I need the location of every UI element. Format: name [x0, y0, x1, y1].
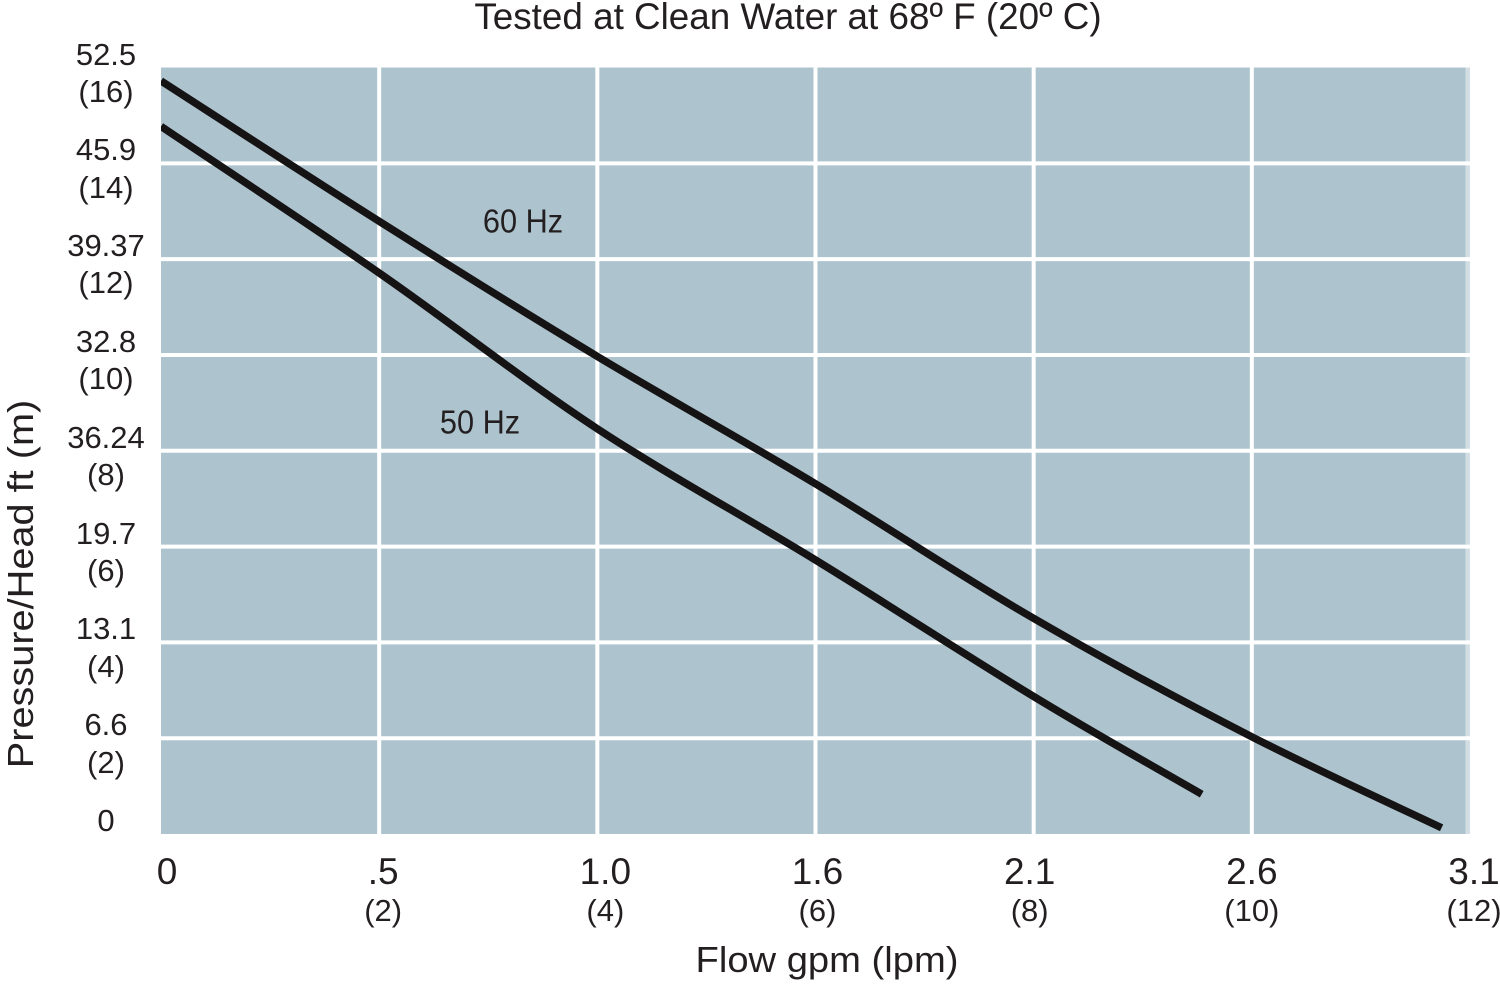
x-tick-lpm-value: (6) [798, 892, 837, 928]
y-tick-label: 52.5 (16) [26, 36, 186, 112]
y-tick-ft-value: 19.7 [75, 515, 137, 551]
x-tick-gpm-value: 0 [156, 851, 178, 893]
y-tick-ft-value: 45.9 [75, 132, 137, 168]
gridlines [161, 67, 1470, 834]
y-tick-m-value: (12) [78, 265, 134, 301]
x-tick-label: 2.1 (8) [950, 852, 1110, 932]
plot-right-edge-fade [1465, 67, 1470, 834]
y-tick-label: 45.9 (14) [26, 131, 186, 207]
y-tick-m-value: (8) [87, 457, 125, 493]
y-tick-m-value: (4) [87, 648, 125, 684]
curve-label-60-hz: 60 Hz [482, 202, 563, 240]
x-tick-label: 3.1 (12) [1394, 852, 1500, 932]
x-tick-lpm-value: (12) [1446, 892, 1500, 928]
x-tick-label: 1.0 (4) [525, 852, 685, 932]
curve-60-hz [161, 77, 1444, 832]
y-tick-ft-value: 32.8 [75, 323, 137, 359]
y-tick-ft-value: 36.24 [67, 419, 145, 455]
pump-curves [161, 77, 1444, 832]
x-tick-label: 0 [87, 852, 247, 932]
x-tick-lpm-value: (8) [1010, 892, 1049, 928]
y-tick-label: 19.7 (6) [26, 515, 186, 591]
y-tick-m-value: (2) [87, 744, 125, 780]
curve-label-50-hz: 50 Hz [439, 403, 521, 441]
y-tick-m-value: (6) [87, 552, 125, 588]
x-tick-gpm-value: 2.1 [1003, 851, 1056, 893]
x-tick-label: 2.6 (10) [1172, 852, 1332, 932]
x-tick-label: .5 (2) [303, 852, 463, 932]
x-tick-label: 1.6 (6) [738, 852, 898, 932]
y-tick-ft-value: 6.6 [84, 707, 128, 743]
x-axis-title: Flow gpm (lpm) [695, 939, 958, 981]
chart-title: Tested at Clean Water at 68º F (20º C) [474, 0, 1102, 37]
y-tick-m-value: (16) [78, 73, 134, 109]
x-tick-lpm-value: (10) [1224, 892, 1280, 928]
x-tick-lpm-value: (2) [364, 892, 403, 928]
x-tick-gpm-value: 3.1 [1448, 851, 1500, 893]
y-tick-m-value: (10) [78, 361, 134, 397]
y-tick-ft-value: 0 [97, 803, 115, 839]
x-tick-gpm-value: 2.6 [1226, 851, 1278, 893]
y-tick-ft-value: 52.5 [75, 36, 137, 72]
y-tick-label: 39.37 (12) [26, 227, 186, 303]
y-tick-m-value: (14) [78, 169, 134, 205]
y-tick-ft-value: 13.1 [75, 611, 137, 647]
y-tick-label: 6.6 (2) [26, 706, 186, 782]
x-tick-gpm-value: .5 [367, 851, 399, 893]
curve-50-hz [161, 123, 1204, 798]
y-tick-label: 0 [26, 802, 186, 878]
y-tick-label: 32.8 (10) [26, 323, 186, 399]
y-tick-label: 13.1 (4) [26, 610, 186, 686]
y-tick-ft-value: 39.37 [67, 228, 145, 264]
x-tick-gpm-value: 1.6 [791, 851, 844, 893]
y-tick-label: 36.24 (8) [26, 419, 186, 495]
x-tick-lpm-value: (4) [586, 892, 625, 928]
x-tick-gpm-value: 1.0 [579, 851, 632, 893]
